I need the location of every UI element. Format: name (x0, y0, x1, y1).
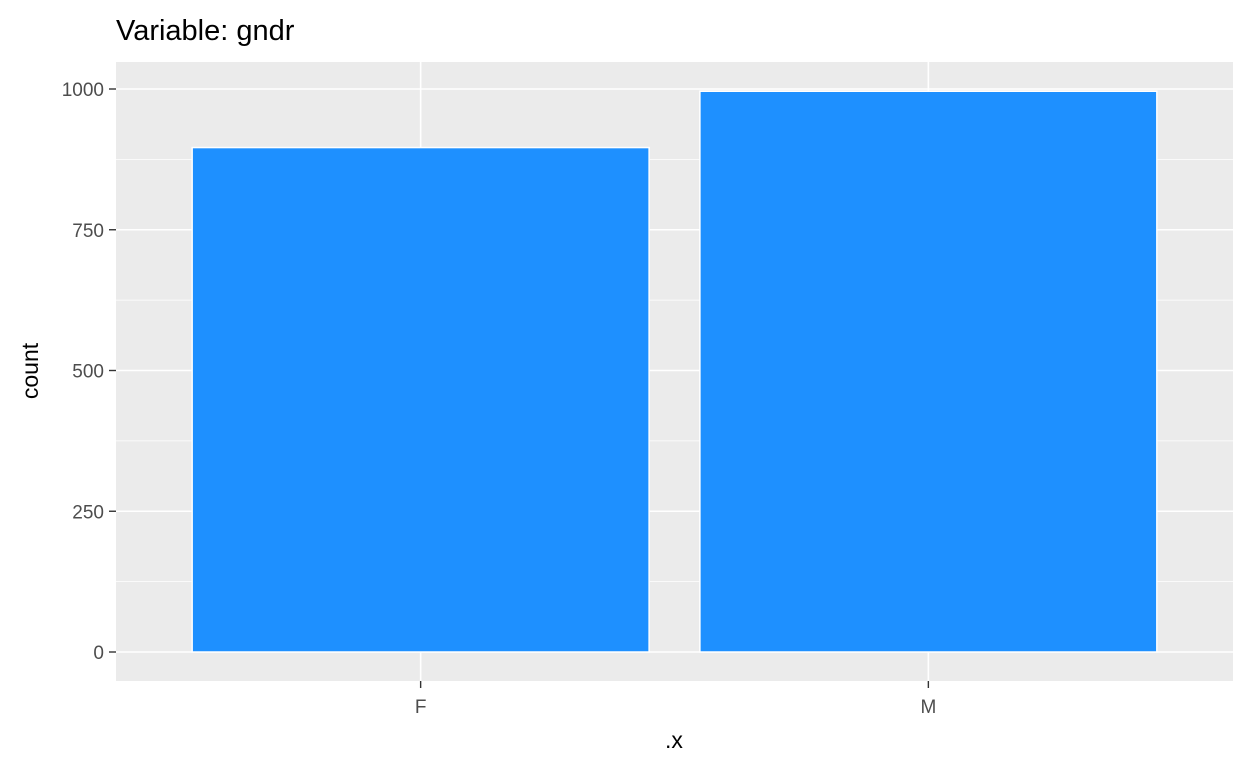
chart-title: Variable: gndr (116, 15, 295, 47)
bar-m (699, 90, 1158, 653)
x-tick-label: F (415, 697, 427, 718)
bar-f (191, 146, 650, 653)
y-tick-label: 1000 (62, 80, 104, 101)
y-axis-title: count (17, 342, 43, 399)
x-tick-label: M (920, 697, 936, 718)
bars (191, 90, 1158, 653)
x-axis-title: .x (665, 727, 683, 753)
y-tick-label: 250 (72, 502, 104, 523)
y-tick-label: 500 (72, 362, 104, 383)
y-tick-label: 0 (93, 643, 104, 664)
y-axis: 0 250 500 750 1000 (62, 80, 116, 664)
y-tick-label: 750 (72, 221, 104, 242)
